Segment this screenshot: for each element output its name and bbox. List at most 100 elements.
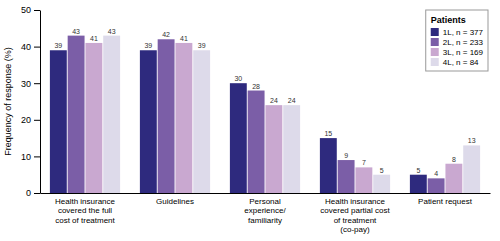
legend: Patients 1L, n = 3772L, n = 2333L, n = 16… (426, 10, 488, 71)
y-tick: 10 (21, 152, 40, 162)
data-label: 15 (324, 130, 332, 137)
bar (428, 178, 445, 193)
legend-title: Patients (431, 15, 466, 25)
data-label: 39 (144, 42, 152, 49)
bars (50, 36, 480, 193)
x-axis: Health insurancecovered the fullcost of … (41, 194, 491, 235)
x-tick-label-line: (co-pay) (340, 225, 370, 234)
y-tick: 40 (21, 42, 40, 52)
data-label: 24 (270, 97, 278, 104)
bar (68, 36, 85, 193)
x-axis-line (41, 193, 491, 194)
x-tick-label-line: Personal (249, 197, 281, 206)
legend-label: 4L, n = 84 (443, 58, 479, 67)
x-tick-label: Guidelines (156, 197, 194, 206)
y-tick-label: 10 (21, 152, 31, 162)
bar (158, 39, 175, 193)
y-tick: 0 (26, 188, 40, 198)
y-tick-mark (34, 47, 40, 48)
data-label: 8 (452, 156, 456, 163)
y-tick-label: 0 (26, 188, 31, 198)
bar (410, 175, 427, 193)
x-tick: Health insurancecovered partial costof t… (320, 197, 390, 235)
data-label: 42 (162, 31, 170, 38)
y-tick-label: 40 (21, 42, 31, 52)
x-tick-label: Personalexperience/familiarity (244, 197, 286, 225)
legend-frame (426, 10, 488, 71)
y-tick-label: 20 (21, 115, 31, 125)
data-label: 13 (468, 137, 476, 144)
bar (193, 50, 210, 193)
data-label: 5 (416, 167, 420, 174)
bar-series (103, 36, 480, 193)
x-tick-label: Patient request (418, 197, 473, 206)
x-tick-label-line: Health insurance (55, 197, 116, 206)
data-label: 39 (198, 42, 206, 49)
plot: 01020304050Health insurancecovered the f… (21, 5, 491, 234)
data-label: 24 (288, 97, 296, 104)
y-axis: 0 10 20 30 40 50 (21, 5, 41, 198)
x-tick-label-line: experience/ (244, 206, 286, 215)
data-label: 43 (108, 28, 116, 35)
data-label: 43 (72, 28, 80, 35)
legend-swatch (431, 28, 439, 36)
bar (355, 167, 372, 193)
x-tick-label-line: of treatment (334, 216, 377, 225)
y-tick-mark (34, 193, 40, 194)
chart: 01020304050Health insurancecovered the f… (0, 0, 500, 241)
data-label: 41 (180, 35, 188, 42)
legend-swatch (431, 38, 439, 46)
y-tick: 20 (21, 115, 40, 125)
y-tick-mark (34, 10, 40, 11)
legend-label: 3L, n = 169 (443, 48, 484, 57)
bar (248, 91, 265, 193)
data-label: 30 (234, 75, 242, 82)
y-tick-mark (34, 83, 40, 84)
bar (338, 160, 355, 193)
x-tick: Health insurancecovered the fullcost of … (55, 197, 116, 225)
bar (140, 50, 157, 193)
data-labels: 3939301554342289441412478433924513 (54, 28, 475, 178)
legend-swatch (431, 58, 439, 66)
data-label: 4 (434, 170, 438, 177)
bar-series (85, 43, 462, 193)
legend-label: 1L, n = 377 (443, 28, 484, 37)
bar (463, 145, 480, 193)
data-label: 7 (362, 159, 366, 166)
x-tick-label-line: covered the full (58, 206, 112, 215)
y-axis-line (40, 11, 41, 194)
bar (373, 175, 390, 193)
data-label: 9 (344, 152, 348, 159)
x-tick-label-line: cost of treatment (55, 216, 115, 225)
bar (445, 164, 462, 193)
x-tick: Guidelines (156, 197, 194, 206)
bar (265, 105, 282, 193)
x-tick-label-line: Health insurance (325, 197, 386, 206)
x-tick-label-line: covered partial cost (320, 206, 390, 215)
bar-series (68, 36, 445, 193)
legend-label: 2L, n = 233 (443, 38, 484, 47)
x-tick-label-line: familiarity (248, 216, 282, 225)
bar (175, 43, 192, 193)
data-label: 39 (54, 42, 62, 49)
y-tick-label: 30 (21, 79, 31, 89)
data-label: 41 (90, 35, 98, 42)
bar (103, 36, 120, 193)
bar (320, 138, 337, 193)
y-tick: 50 (21, 5, 40, 15)
y-axis-title: Frequency of response (%) (3, 47, 13, 156)
x-tick-label-line: Guidelines (156, 197, 194, 206)
bar (50, 50, 67, 193)
bar (283, 105, 300, 193)
x-tick-label-line: Patient request (418, 197, 473, 206)
bar (230, 83, 247, 193)
y-tick-label: 50 (21, 5, 31, 15)
data-label: 5 (380, 167, 384, 174)
bar (85, 43, 102, 193)
x-tick: Personalexperience/familiarity (244, 197, 286, 225)
y-tick: 30 (21, 79, 40, 89)
x-tick-label: Health insurancecovered the fullcost of … (55, 197, 116, 225)
x-tick: Patient request (418, 197, 473, 206)
x-tick-label: Health insurancecovered partial costof t… (320, 197, 390, 235)
y-tick-mark (34, 156, 40, 157)
